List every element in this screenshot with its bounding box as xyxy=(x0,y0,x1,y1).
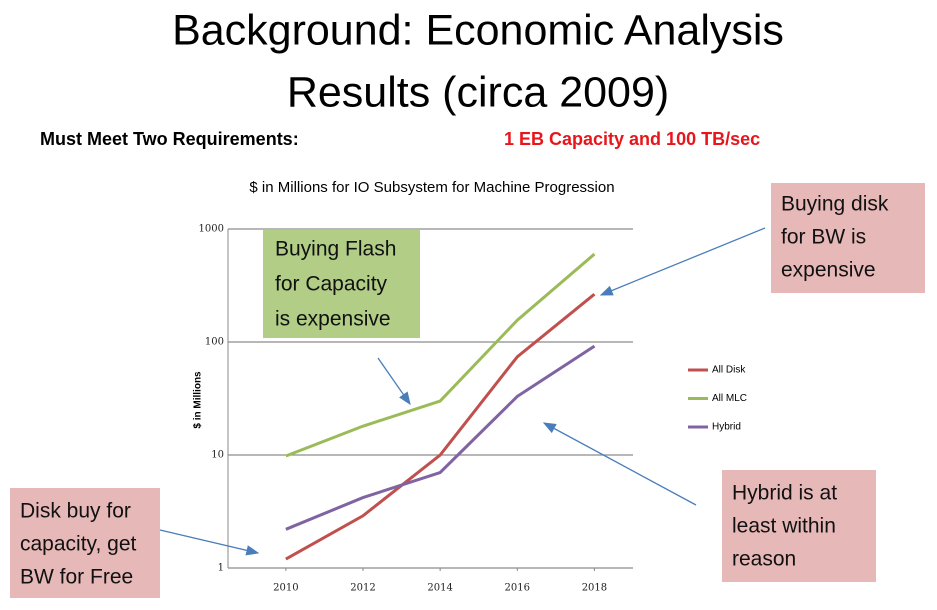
series-line xyxy=(285,344,596,531)
x-tick-label: 2012 xyxy=(350,583,375,594)
y-tick-label: 10 xyxy=(211,450,224,461)
x-tick-label: 2018 xyxy=(582,583,607,594)
arrow xyxy=(599,227,766,296)
callout-text: reason xyxy=(732,548,796,571)
callout-text: Disk buy for xyxy=(20,500,131,523)
callout-box xyxy=(263,230,420,338)
callout-text: least within xyxy=(732,515,836,538)
callout-text: Buying Flash xyxy=(275,238,396,261)
y-tick-label: 1000 xyxy=(199,224,224,235)
callout-box xyxy=(771,183,925,293)
slide-title: Results (circa 2009) xyxy=(287,68,669,116)
requirements-label: Must Meet Two Requirements: xyxy=(40,129,299,149)
x-tick-label: 2014 xyxy=(427,583,452,594)
legend-label: All Disk xyxy=(712,365,746,376)
callout-text: for Capacity xyxy=(275,273,388,296)
x-tick-label: 2016 xyxy=(505,583,530,594)
callout-text: is expensive xyxy=(275,308,391,331)
legend-label: All MLC xyxy=(712,393,747,404)
callout-text: for BW is xyxy=(781,226,866,249)
callout-box xyxy=(10,488,160,598)
callout-text: expensive xyxy=(781,259,876,282)
y-tick-label: 100 xyxy=(205,337,224,348)
y-tick-label: 1 xyxy=(218,563,224,574)
chart-title: $ in Millions for IO Subsystem for Machi… xyxy=(249,179,614,196)
series-line xyxy=(285,252,596,458)
callout-box xyxy=(722,470,876,582)
callout-text: BW for Free xyxy=(20,566,133,589)
plot: 1 10 100 1000 2010 2012 2014 2016 2018 All Disk Al… xyxy=(199,224,747,594)
callout-text: Hybrid is at xyxy=(732,482,837,505)
arrow xyxy=(377,357,411,406)
arrow xyxy=(542,422,697,506)
x-tick-label: 2010 xyxy=(273,583,298,594)
legend-label: Hybrid xyxy=(712,422,741,433)
callout-text: capacity, get xyxy=(20,533,137,556)
arrow xyxy=(159,529,260,556)
y-axis-label: $ in Millions xyxy=(193,371,204,429)
requirements-value: 1 EB Capacity and 100 TB/sec xyxy=(504,129,760,149)
slide-title: Background: Economic Analysis xyxy=(172,6,784,54)
callout-text: Buying disk xyxy=(781,193,889,216)
series-line xyxy=(285,293,596,561)
